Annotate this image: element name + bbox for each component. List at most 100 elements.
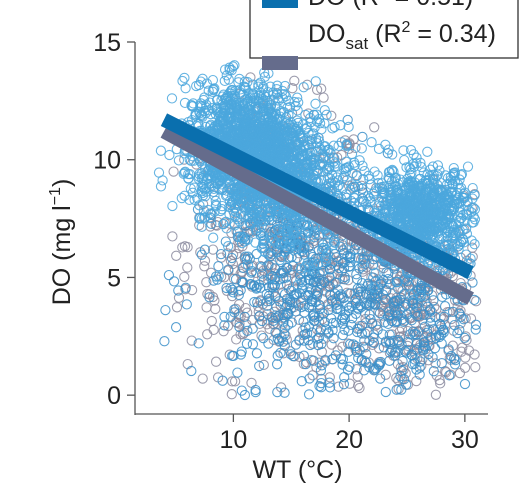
scatter-point (309, 228, 321, 239)
scatter-point (310, 76, 321, 87)
scatter-point (422, 169, 433, 180)
scatter-point (415, 183, 426, 194)
legend-swatch (262, 56, 298, 70)
scatter-point (441, 179, 453, 190)
scatter-point (404, 289, 415, 300)
scatter-point (250, 138, 261, 150)
scatter-point (346, 148, 358, 160)
scatter-point (299, 141, 310, 153)
scatter-point (331, 172, 343, 183)
scatter-point (459, 378, 471, 390)
scatter-point (268, 87, 279, 98)
scatter-point (339, 372, 350, 383)
scatter-point (257, 230, 269, 242)
scatter-point (245, 99, 256, 110)
scatter-point (353, 287, 364, 298)
scatter-point (354, 345, 365, 356)
scatter-point (201, 302, 212, 313)
scatter-point (278, 316, 289, 327)
scatter-point (429, 342, 441, 354)
scatter-point (380, 369, 391, 380)
scatter-point (292, 92, 303, 103)
scatter-point (427, 161, 439, 172)
scatter-point (364, 174, 375, 185)
scatter-point (194, 220, 205, 231)
scatter-point (267, 234, 279, 245)
scatter-point (196, 221, 207, 232)
scatter-point (278, 135, 290, 146)
scatter-point (236, 346, 247, 357)
scatter-point (294, 269, 306, 280)
scatter-point (196, 213, 207, 224)
scatter-point (437, 325, 449, 336)
scatter-point (467, 242, 478, 253)
scatter-point (229, 304, 240, 315)
scatter-point (231, 132, 243, 143)
y-tick-label: 10 (93, 147, 121, 175)
scatter-point (415, 290, 426, 302)
scatter-point (461, 334, 472, 346)
scatter-point (470, 296, 482, 307)
scatter-point (396, 384, 407, 395)
scatter-point (248, 214, 259, 225)
scatter-point (328, 156, 339, 167)
scatter-point (425, 312, 436, 323)
scatter-point (415, 356, 426, 367)
scatter-point (244, 121, 256, 132)
scatter-point (466, 217, 478, 228)
scatter-point (344, 339, 356, 350)
scatter-point (307, 310, 319, 322)
scatter-point (357, 160, 368, 171)
scatter-point (441, 184, 452, 196)
scatter-point (386, 176, 398, 187)
scatter-point (329, 237, 341, 248)
scatter-point (261, 296, 273, 307)
scatter-point (333, 381, 344, 392)
scatter-point (250, 212, 261, 223)
scatter-point (235, 208, 247, 220)
scatter-point (210, 195, 221, 207)
scatter-point (364, 193, 375, 204)
scatter-point (270, 290, 281, 302)
scatter-point (370, 320, 382, 331)
scatter-point (209, 169, 220, 180)
x-tick-label: 10 (219, 426, 247, 454)
scatter-point (253, 93, 265, 105)
scatter-point (436, 338, 447, 349)
scatter-point (285, 237, 296, 248)
scatter-point (306, 295, 317, 307)
scatter-point (298, 242, 309, 254)
scatter-point (250, 104, 262, 115)
scatter-point (235, 84, 246, 95)
scatter-point (316, 124, 327, 135)
scatter-point (243, 200, 254, 211)
scatter-point (204, 289, 215, 300)
scatter-point (199, 92, 210, 103)
scatter-point (428, 295, 439, 306)
scatter-point (173, 155, 185, 166)
legend: DO (R2 = 0.51)DOsat (R2 = 0.34) (249, 0, 519, 70)
scatter-point (186, 365, 197, 377)
scatter-point (274, 335, 285, 346)
scatter-point (353, 352, 364, 364)
scatter-point (324, 377, 335, 388)
scatter-point (281, 116, 292, 128)
scatter-point (186, 335, 197, 346)
scatter-point (335, 120, 346, 131)
scatter-point (455, 170, 467, 181)
scatter-point (303, 389, 315, 400)
scatter-point (201, 78, 213, 89)
scatter-point (336, 291, 348, 302)
scatter-point (242, 234, 253, 245)
scatter-point (440, 202, 451, 214)
scatter-point (395, 371, 406, 382)
scatter-point (350, 308, 362, 319)
scatter-point (434, 318, 446, 330)
scatter-point (354, 382, 365, 394)
scatter-point (447, 182, 458, 193)
scatter-point (272, 350, 283, 361)
scatter-point (208, 324, 219, 336)
scatter-point (427, 173, 439, 184)
scatter-point (395, 174, 406, 185)
scatter-point (163, 269, 175, 281)
